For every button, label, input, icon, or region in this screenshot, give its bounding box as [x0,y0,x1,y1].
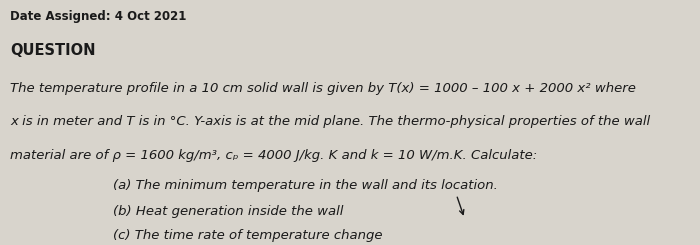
Text: Date Assigned: 4 Oct 2021: Date Assigned: 4 Oct 2021 [10,10,187,23]
Text: material are of ρ = 1600 kg/m³, cₚ = 4000 J/kg. K and k = 10 W/m.K. Calculate:: material are of ρ = 1600 kg/m³, cₚ = 400… [10,149,538,162]
Text: QUESTION: QUESTION [10,43,96,58]
Text: (b) Heat generation inside the wall: (b) Heat generation inside the wall [113,205,344,218]
Text: The temperature profile in a 10 cm solid wall is given by T(x) = 1000 – 100 x + : The temperature profile in a 10 cm solid… [10,82,636,95]
Text: (c) The time rate of temperature change: (c) The time rate of temperature change [113,229,383,242]
Text: x is in meter and T is in °C. Y-axis is at the mid plane. The thermo-physical pr: x is in meter and T is in °C. Y-axis is … [10,115,650,128]
Text: (a) The minimum temperature in the wall and its location.: (a) The minimum temperature in the wall … [113,179,498,192]
